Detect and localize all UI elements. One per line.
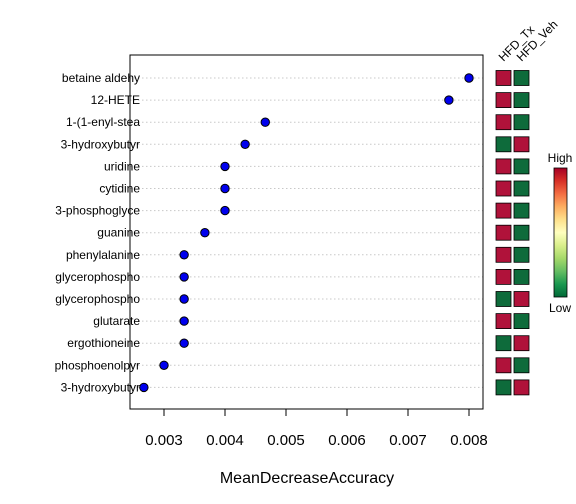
heatmap-cell xyxy=(495,357,512,374)
y-tick-label: glutarate xyxy=(93,314,140,328)
x-tick-label: 0.008 xyxy=(450,432,488,449)
grid-lines xyxy=(130,77,483,388)
data-point xyxy=(179,272,189,282)
data-point xyxy=(139,382,149,393)
heatmap-cell xyxy=(495,268,512,285)
heatmap-cell xyxy=(513,357,530,374)
data-point xyxy=(179,250,189,260)
y-tick-label: uridine xyxy=(104,159,140,173)
group-heatmap xyxy=(495,70,530,396)
heatmap-cell xyxy=(513,224,530,241)
y-tick-label: 3-hydroxybutyr xyxy=(61,137,140,151)
data-point xyxy=(260,117,270,127)
heatmap-cell xyxy=(513,70,530,86)
heatmap-cell xyxy=(513,379,530,396)
heatmap-cell xyxy=(495,158,512,175)
legend-low-label: Low xyxy=(549,301,571,315)
heatmap-cell xyxy=(513,180,530,197)
y-tick-label: glycerophospho xyxy=(55,270,140,284)
y-tick-label: 12-HETE xyxy=(91,93,140,107)
data-point xyxy=(240,139,250,150)
heatmap-cell xyxy=(495,224,512,241)
heatmap-cell xyxy=(495,335,512,352)
heatmap-cell xyxy=(495,246,512,263)
legend-gradient-bar xyxy=(553,167,568,298)
color-legend: High Low xyxy=(548,151,573,315)
x-tick-label: 0.007 xyxy=(389,432,427,449)
y-tick-label: phosphoenolpyr xyxy=(55,358,140,372)
heatmap-cell xyxy=(495,92,512,108)
heatmap-cell xyxy=(513,92,530,108)
data-point xyxy=(464,73,474,83)
x-tick-label: 0.005 xyxy=(267,432,305,449)
x-axis-title: MeanDecreaseAccuracy xyxy=(220,470,394,487)
data-point xyxy=(179,338,189,348)
y-axis-labels: betaine aldehy 12-HETE 1-(1-enyl-stea 3-hyd… xyxy=(55,71,141,394)
y-tick-label: phenylalanine xyxy=(66,248,140,262)
data-point xyxy=(179,294,189,304)
x-axis: 0.003 0.004 0.005 0.006 0.007 0.008 xyxy=(145,408,488,449)
x-tick-label: 0.006 xyxy=(328,432,366,449)
heatmap-cell xyxy=(495,202,512,219)
x-tick-label: 0.003 xyxy=(145,432,183,449)
x-tick-label: 0.004 xyxy=(206,432,244,449)
legend-high-label: High xyxy=(548,151,573,165)
y-tick-label: glycerophospho xyxy=(55,292,140,306)
data-point xyxy=(159,360,169,370)
y-tick-label: 3-phosphoglyce xyxy=(55,204,140,218)
heatmap-cell xyxy=(513,268,530,285)
heatmap-cell xyxy=(495,313,512,330)
heatmap-cell xyxy=(513,313,530,330)
data-point xyxy=(200,228,210,238)
heatmap-cell xyxy=(513,335,530,352)
heatmap-cell xyxy=(495,114,512,131)
y-tick-label: guanine xyxy=(97,226,140,240)
heatmap-cell xyxy=(495,379,512,396)
heatmap-cell xyxy=(495,291,512,307)
plot-frame xyxy=(129,54,484,410)
data-point xyxy=(220,183,230,194)
data-points xyxy=(139,73,474,393)
data-point xyxy=(220,205,230,216)
y-tick-label: 1-(1-enyl-stea xyxy=(66,115,140,129)
heatmap-cell xyxy=(513,158,530,175)
data-point xyxy=(444,95,454,105)
heatmap-cell xyxy=(495,136,512,153)
y-tick-label: cytidine xyxy=(99,182,140,196)
y-tick-label: betaine aldehy xyxy=(62,71,140,85)
y-tick-label: ergothioneine xyxy=(67,336,140,350)
heatmap-cell xyxy=(513,136,530,153)
data-point xyxy=(220,161,230,172)
heatmap-cell xyxy=(513,246,530,263)
y-tick-label: 3-hydroxybutyr xyxy=(61,380,140,394)
data-point xyxy=(179,316,189,326)
heatmap-cell xyxy=(513,114,530,131)
heatmap-cell xyxy=(495,70,512,86)
heatmap-cell xyxy=(513,202,530,219)
heatmap-cell xyxy=(495,180,512,197)
heatmap-cell xyxy=(513,291,530,307)
